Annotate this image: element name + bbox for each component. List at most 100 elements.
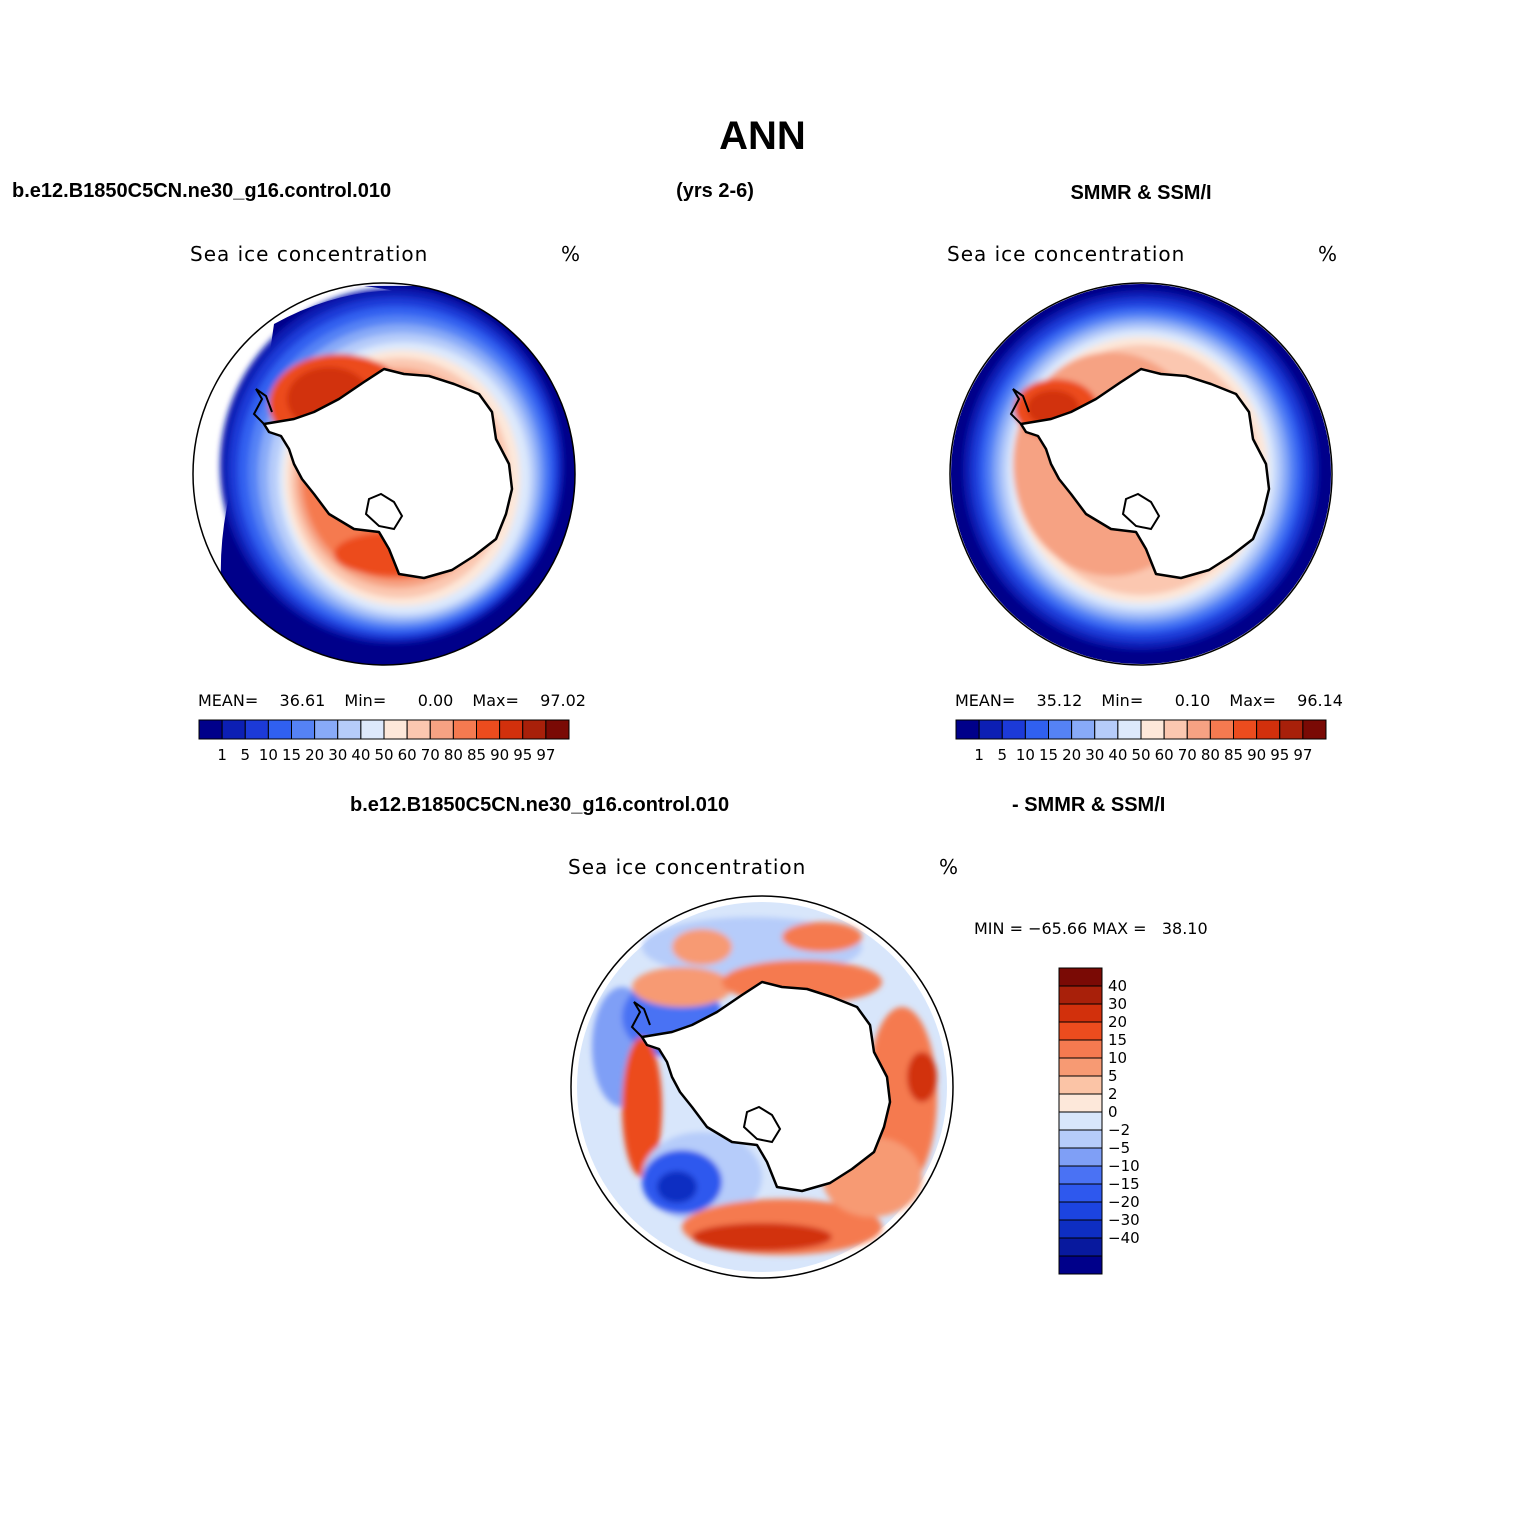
diff-colorbar-box [1058, 1201, 1103, 1221]
panel1-units: % [561, 242, 581, 266]
panel2-colorbar-box [1071, 719, 1096, 740]
panel2-colorbar-label: 50 [1131, 746, 1150, 764]
panel2-max: 96.14 [1297, 691, 1343, 710]
panel1-min-label: Min= [344, 691, 387, 710]
panel2-colorbar-box [1001, 719, 1026, 740]
panel1-var-label: Sea ice concentration [190, 242, 429, 266]
panel2-mean: 35.12 [1036, 691, 1083, 710]
diff-colorbar-box [1058, 1183, 1103, 1203]
panel2-max-label: Max= [1229, 691, 1276, 710]
map1-border [192, 282, 576, 666]
diff-colorbar-label: −30 [1108, 1211, 1140, 1229]
panel1-max-label: Max= [472, 691, 519, 710]
panel2-colorbar-label: 80 [1201, 746, 1220, 764]
panel1-colorbar-box [337, 719, 362, 740]
diff-colorbar-label: −40 [1108, 1229, 1140, 1247]
panel2-colorbar-label: 90 [1247, 746, 1266, 764]
panel1-colorbar-box [244, 719, 269, 740]
panel2-colorbar-label: 20 [1062, 746, 1081, 764]
panel1-colorbar-box [291, 719, 316, 740]
diff-colorbar-label: −15 [1108, 1175, 1140, 1193]
diff-colorbar-label: −5 [1108, 1139, 1130, 1157]
panel1-colorbar-label: 1 [217, 746, 227, 764]
panel1-colorbar-box [545, 719, 570, 740]
diff-colorbar-box [1058, 1129, 1103, 1149]
years-label: (yrs 2-6) [676, 180, 754, 202]
panel1-colorbar-label: 10 [259, 746, 278, 764]
panel2-colorbar-box [1302, 719, 1327, 740]
panel2-mean-label: MEAN= [955, 691, 1016, 710]
panel2-colorbar-label: 85 [1224, 746, 1243, 764]
map1-projection [193, 283, 575, 665]
diff-colorbar-label: 30 [1108, 995, 1127, 1013]
panel1-colorbar-box [406, 719, 431, 740]
diff-colorbar-label: 0 [1108, 1103, 1118, 1121]
diff-colorbar-box [1058, 1075, 1103, 1095]
panel1-colorbar-box [429, 719, 454, 740]
panel2-colorbar-label: 60 [1155, 746, 1174, 764]
diff-obs-label: - SMMR & SSM/I [1012, 794, 1166, 816]
panel2-colorbar-box [978, 719, 1003, 740]
panel1-colorbar-label: 90 [490, 746, 509, 764]
obs-label: SMMR & SSM/I [1070, 182, 1212, 204]
diff-colorbar-label: −2 [1108, 1121, 1130, 1139]
panel2-colorbar-box [1186, 719, 1211, 740]
panel1-colorbar-label: 85 [467, 746, 486, 764]
panel2-colorbar-label: 70 [1178, 746, 1197, 764]
diff-colorbar-label: 2 [1108, 1085, 1118, 1103]
diff-colorbar-label: 40 [1108, 977, 1127, 995]
panel2-colorbar-label: 1 [974, 746, 984, 764]
panel1-colorbar-box [267, 719, 292, 740]
panel2-stats: MEAN= 35.12 Min= 0.10 Max= 96.14 [955, 691, 1343, 710]
panel1-colorbar-label: 15 [282, 746, 301, 764]
diff-colorbar-box [1058, 1147, 1103, 1167]
map3-border [570, 895, 954, 1279]
panel2-colorbar-label: 40 [1108, 746, 1127, 764]
diff-var-label: Sea ice concentration [568, 855, 807, 879]
panel2-min-label: Min= [1101, 691, 1144, 710]
panel1-colorbar-label: 40 [351, 746, 370, 764]
figure-title: ANN [719, 114, 806, 158]
panel1-mean-label: MEAN= [198, 691, 259, 710]
diff-colorbar-box [1058, 1057, 1103, 1077]
diff-colorbar-box [1058, 1003, 1103, 1023]
panel1-colorbar-box [499, 719, 524, 740]
diff-colorbar-box [1058, 1093, 1103, 1113]
map2-projection [950, 283, 1332, 665]
panel1-colorbar-label: 60 [398, 746, 417, 764]
panel2-colorbar-label: 15 [1039, 746, 1058, 764]
panel1-colorbar-box [476, 719, 501, 740]
diff-colorbar-box [1058, 985, 1103, 1005]
panel2-colorbar-label: 30 [1085, 746, 1104, 764]
panel2-colorbar-box [1117, 719, 1142, 740]
diff-colorbar-box [1058, 1111, 1103, 1131]
panel1-colorbar-label: 95 [513, 746, 532, 764]
map2-border [949, 282, 1333, 666]
diff-colorbar-label: 15 [1108, 1031, 1127, 1049]
panel2-colorbar-label: 5 [997, 746, 1007, 764]
diff-colorbar-box [1058, 1237, 1103, 1257]
panel2-colorbar-box [1048, 719, 1073, 740]
diff-colorbar-box [1058, 1021, 1103, 1041]
panel1-stats: MEAN= 36.61 Min= 0.00 Max= 97.02 [198, 691, 586, 710]
diff-units: % [939, 855, 959, 879]
panel1-colorbar-box [383, 719, 408, 740]
panel2-colorbar-label: 95 [1270, 746, 1289, 764]
panel1-colorbar-label: 50 [374, 746, 393, 764]
panel2-colorbar-box [1024, 719, 1049, 740]
panel1-colorbar-box [452, 719, 477, 740]
diff-colorbar-box [1058, 1039, 1103, 1059]
panel1-colorbar-label: 97 [536, 746, 555, 764]
panel1-colorbar-label: 70 [421, 746, 440, 764]
diff-colorbar-box [1058, 1219, 1103, 1239]
panel1-colorbar-label: 30 [328, 746, 347, 764]
panel2-min: 0.10 [1174, 691, 1211, 710]
diff-colorbar-label: 5 [1108, 1067, 1118, 1085]
panel1-colorbar-box [221, 719, 246, 740]
panel2-colorbar-box [1279, 719, 1304, 740]
diff-colorbar-label: −20 [1108, 1193, 1140, 1211]
map3-projection [571, 896, 953, 1278]
panel1-colorbar: 1 5 10 15 20 30 40 50 60 70 80 85 90 95 97 [198, 719, 570, 764]
